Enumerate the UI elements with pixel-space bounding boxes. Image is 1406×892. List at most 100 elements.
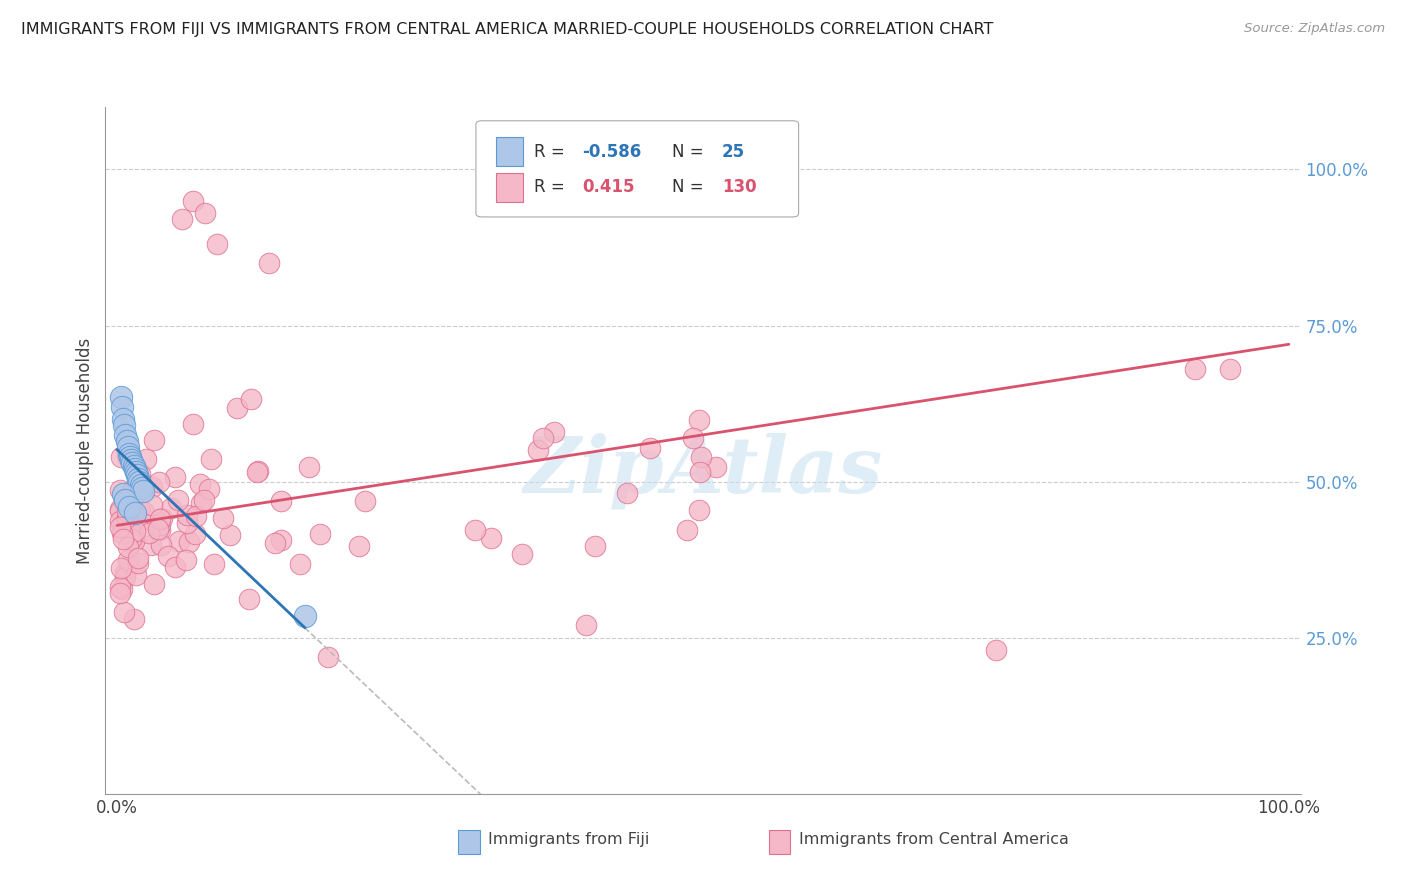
Point xyxy=(688,502,710,516)
Point xyxy=(121,456,143,470)
Point xyxy=(128,502,150,516)
Point xyxy=(1184,362,1206,376)
Point xyxy=(134,505,156,519)
Point xyxy=(984,643,1007,657)
Point xyxy=(112,487,135,501)
Point xyxy=(121,484,143,499)
Point xyxy=(163,560,186,574)
Point xyxy=(111,582,134,596)
Point xyxy=(122,612,145,626)
Point xyxy=(120,452,142,467)
Point xyxy=(117,540,139,554)
Point xyxy=(167,492,190,507)
Point xyxy=(179,535,201,549)
Point xyxy=(186,509,208,524)
Point xyxy=(110,561,132,575)
Point xyxy=(122,526,145,541)
Point xyxy=(309,527,332,541)
Point xyxy=(264,536,287,550)
Point xyxy=(682,431,704,445)
Point xyxy=(131,481,153,495)
Point xyxy=(141,480,163,494)
Point xyxy=(247,465,270,479)
Point xyxy=(110,450,132,465)
Point xyxy=(121,456,143,470)
Point xyxy=(194,206,217,220)
Point xyxy=(148,475,170,489)
Y-axis label: Married-couple Households: Married-couple Households xyxy=(76,337,94,564)
Text: Source: ZipAtlas.com: Source: ZipAtlas.com xyxy=(1244,22,1385,36)
Point xyxy=(183,526,205,541)
Point xyxy=(127,551,149,566)
Text: N =: N = xyxy=(672,143,709,161)
Point xyxy=(111,400,134,414)
Point xyxy=(638,442,661,456)
Point xyxy=(149,523,172,537)
Point xyxy=(225,401,247,416)
Point xyxy=(139,538,162,552)
Point xyxy=(167,534,190,549)
Point xyxy=(112,418,135,433)
Point xyxy=(115,434,138,449)
Point xyxy=(270,494,292,508)
Point xyxy=(117,553,139,567)
Point xyxy=(616,486,638,500)
Point xyxy=(202,558,225,572)
Point xyxy=(200,451,222,466)
Point xyxy=(115,519,138,533)
Point xyxy=(110,526,132,541)
Point xyxy=(533,431,555,445)
Point xyxy=(112,605,135,619)
Point xyxy=(127,471,149,485)
Point xyxy=(176,508,198,523)
Point xyxy=(218,528,240,542)
Point xyxy=(108,580,131,594)
Point xyxy=(112,412,135,426)
Point xyxy=(124,506,146,520)
Point xyxy=(128,501,150,516)
Point xyxy=(688,413,710,427)
Point xyxy=(124,462,146,476)
Point xyxy=(146,522,169,536)
Point xyxy=(176,516,198,530)
Point xyxy=(127,468,149,483)
Point xyxy=(128,475,150,489)
Point xyxy=(689,465,711,479)
Point xyxy=(270,533,292,548)
Point xyxy=(112,492,135,507)
Point xyxy=(108,519,131,533)
Point xyxy=(198,482,221,496)
Text: R =: R = xyxy=(534,143,571,161)
Point xyxy=(125,466,148,480)
Text: N =: N = xyxy=(672,178,709,196)
Point xyxy=(129,478,152,492)
Point xyxy=(149,518,172,533)
Point xyxy=(245,465,267,479)
Text: 0.415: 0.415 xyxy=(582,178,634,196)
Point xyxy=(510,547,533,561)
Point xyxy=(150,538,173,552)
Text: -0.586: -0.586 xyxy=(582,143,641,161)
Point xyxy=(583,539,606,553)
Point xyxy=(118,446,141,460)
Point xyxy=(188,477,211,491)
Point xyxy=(160,501,183,516)
Point xyxy=(288,557,311,571)
Point xyxy=(704,459,727,474)
Point xyxy=(114,566,136,580)
Point xyxy=(115,449,138,463)
Point xyxy=(135,451,157,466)
Point xyxy=(110,514,132,528)
Point xyxy=(150,511,173,525)
Point xyxy=(108,504,131,518)
FancyBboxPatch shape xyxy=(496,173,523,202)
Text: Immigrants from Central America: Immigrants from Central America xyxy=(799,832,1069,847)
Point xyxy=(132,483,155,498)
Point xyxy=(238,591,260,606)
Point xyxy=(122,534,145,549)
Point xyxy=(108,586,131,600)
Point xyxy=(143,433,166,447)
Point xyxy=(527,443,550,458)
Text: R =: R = xyxy=(534,178,571,196)
Point xyxy=(114,493,136,508)
